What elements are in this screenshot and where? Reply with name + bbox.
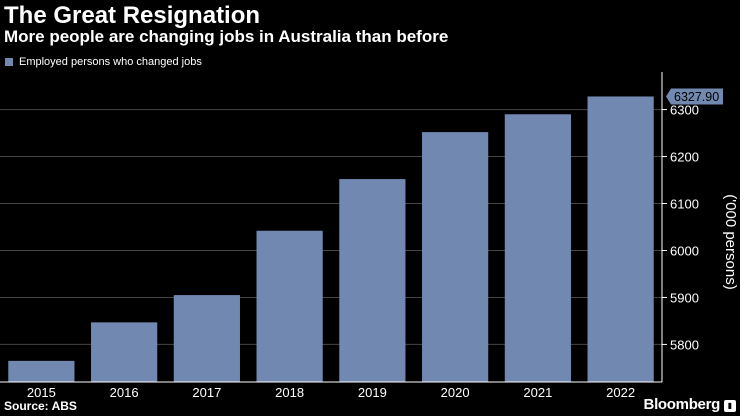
- y-tick-label: 5800: [670, 337, 699, 352]
- x-tick-label: 2015: [27, 385, 56, 400]
- x-tick-label: 2021: [523, 385, 552, 400]
- bar: [256, 230, 323, 382]
- x-tick-label: 2020: [441, 385, 470, 400]
- terminal-icon: ▮: [724, 400, 736, 412]
- legend: Employed persons who changed jobs: [5, 56, 202, 68]
- y-tick-label: 6200: [670, 150, 699, 165]
- x-tick-label: 2022: [606, 385, 635, 400]
- last-value-label: 6327.90: [674, 90, 719, 104]
- brand-logo: Bloomberg: [643, 396, 721, 413]
- bar: [339, 179, 406, 382]
- bar: [91, 322, 158, 382]
- chart-subtitle: More people are changing jobs in Austral…: [4, 27, 449, 46]
- legend-swatch: [5, 58, 13, 66]
- source-note: Source: ABS: [4, 399, 77, 413]
- bar: [8, 360, 75, 382]
- bar: [504, 114, 571, 382]
- bar: [587, 96, 654, 382]
- x-tick-label: 2018: [275, 385, 304, 400]
- x-tick-label: 2019: [358, 385, 387, 400]
- bar: [173, 295, 240, 382]
- x-tick-label: 2017: [192, 385, 221, 400]
- y-tick-label: 6100: [670, 197, 699, 212]
- y-tick-label: 5900: [670, 290, 699, 305]
- legend-label: Employed persons who changed jobs: [19, 56, 202, 68]
- x-tick-label: 2016: [110, 385, 139, 400]
- y-axis-title: ('000 persons): [722, 194, 739, 289]
- chart-title: The Great Resignation: [4, 2, 261, 29]
- y-tick-label: 6000: [670, 243, 699, 258]
- last-value-callout: [666, 88, 723, 105]
- bar: [422, 132, 489, 382]
- y-tick-label: 6300: [670, 103, 699, 118]
